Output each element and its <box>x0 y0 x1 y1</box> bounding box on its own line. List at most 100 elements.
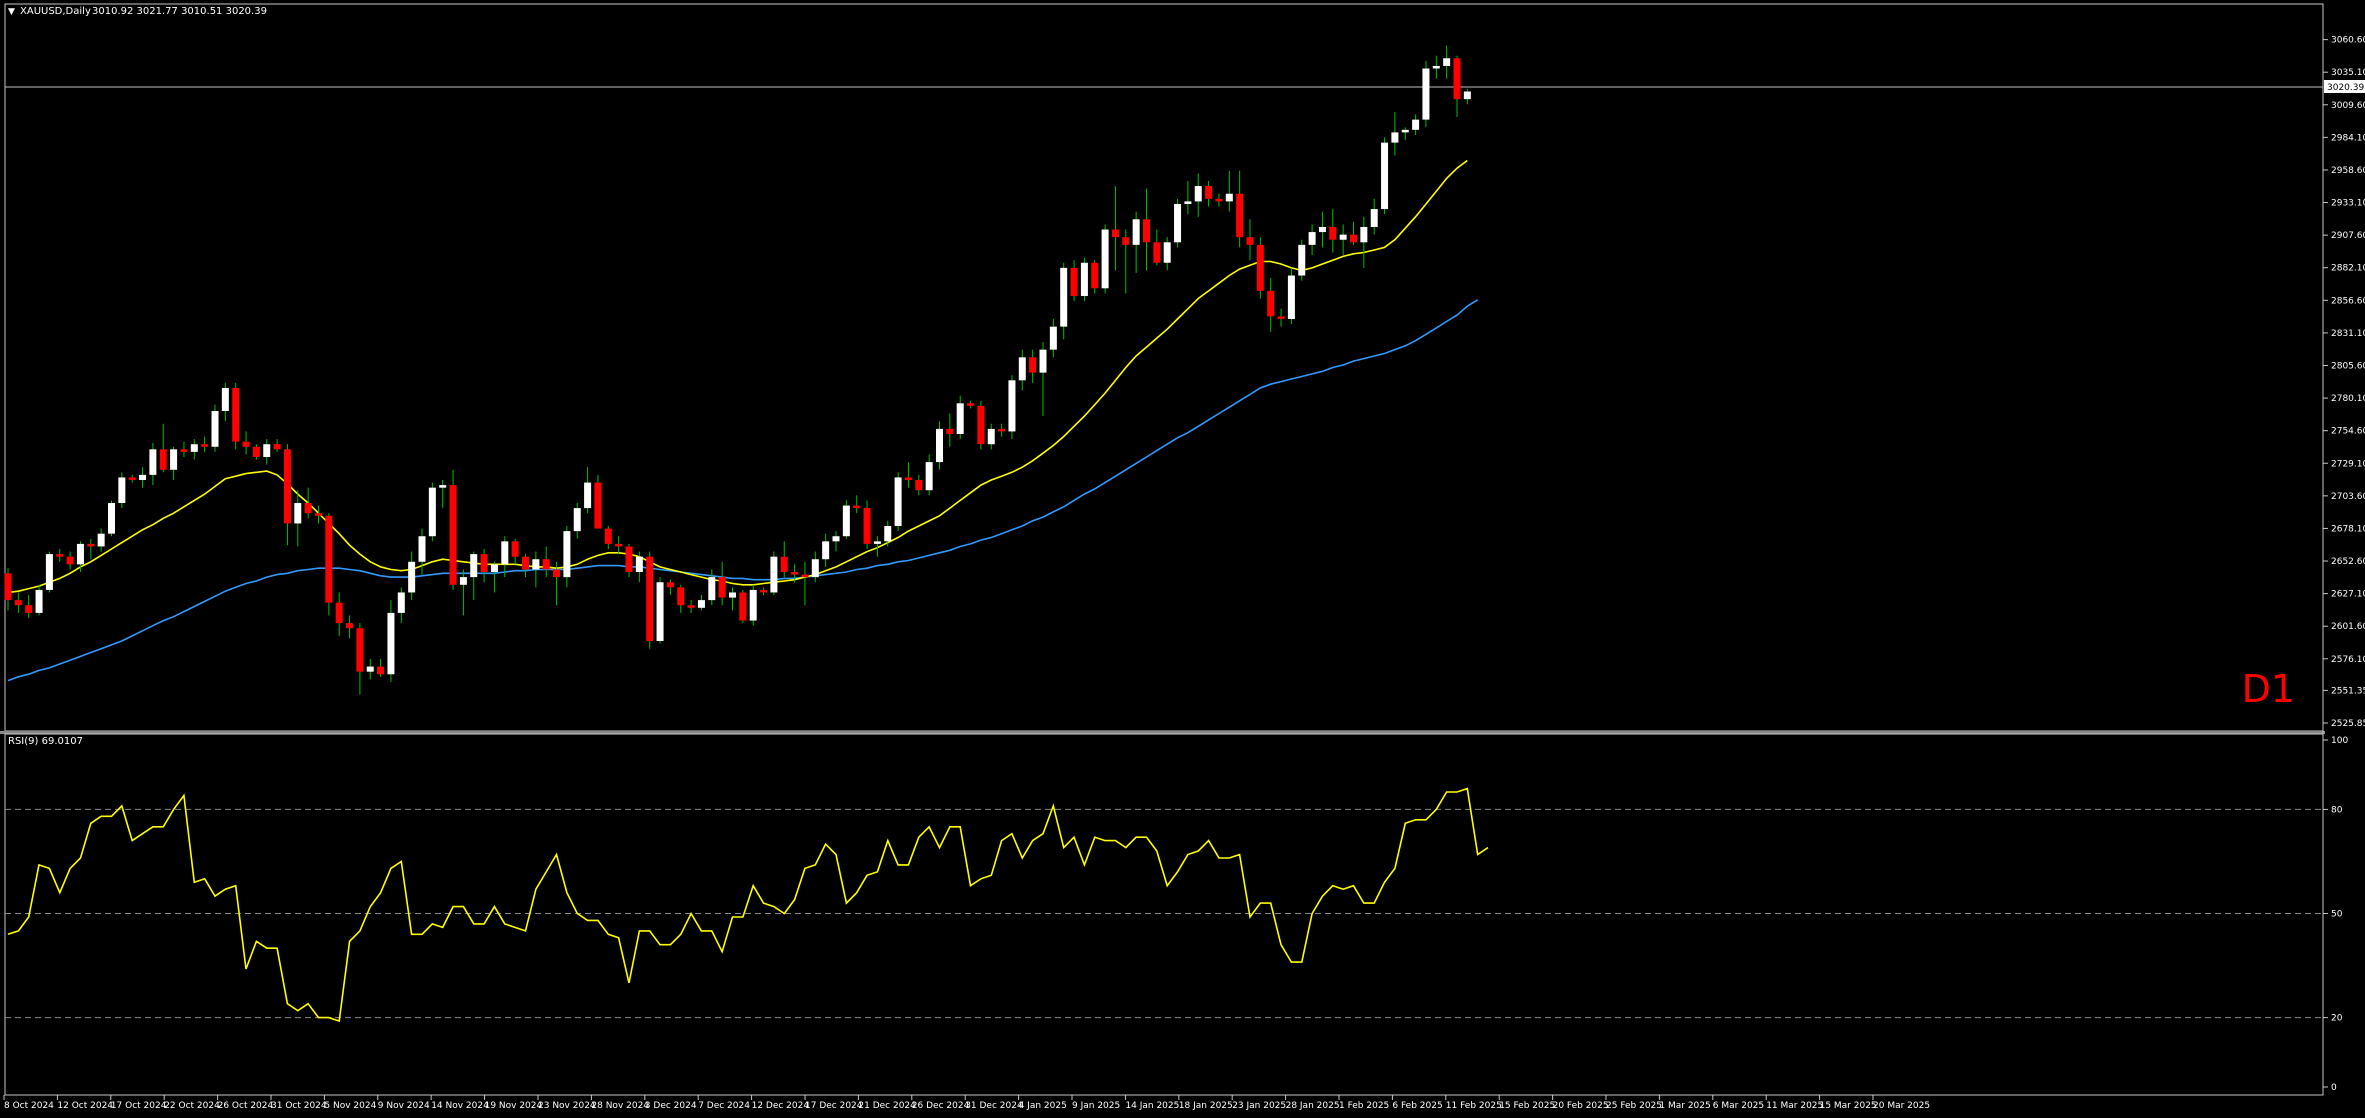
candle-body <box>459 577 467 585</box>
candle <box>1463 88 1471 105</box>
rsi-tick-label: 80 <box>2331 805 2343 815</box>
candle <box>408 551 416 601</box>
candle-body <box>1101 229 1109 289</box>
candle <box>1453 55 1461 118</box>
rsi-tick-label: 100 <box>2331 736 2348 746</box>
candle-body <box>1339 234 1347 240</box>
candle-body <box>263 444 271 457</box>
time-tick-label: 11 Feb 2025 <box>1446 1101 1502 1111</box>
time-tick-label: 15 Feb 2025 <box>1499 1101 1555 1111</box>
ma-slow-path <box>7 299 1479 682</box>
candle-body <box>718 577 726 598</box>
candle <box>1370 198 1378 235</box>
candle-body <box>128 477 136 480</box>
candle <box>1153 229 1161 266</box>
candle <box>1246 219 1254 261</box>
candle-body <box>4 573 12 601</box>
candle-body <box>159 449 167 470</box>
candle <box>1339 224 1347 256</box>
candle <box>832 531 840 552</box>
time-tick-label: 31 Dec 2024 <box>965 1101 1023 1111</box>
candle <box>770 551 778 596</box>
candle <box>118 472 126 509</box>
price-tick-label: 2907.60 <box>2331 231 2365 241</box>
price-axis: 3060.60 3035.10 3009.60 2984.10 2958.60 2933.… <box>2323 36 2365 729</box>
candle <box>211 404 219 452</box>
candle <box>853 495 861 514</box>
symbol-label: XAUUSD,Daily <box>20 6 91 17</box>
candle <box>418 528 426 575</box>
candle-body <box>666 582 674 588</box>
candle <box>884 520 892 547</box>
candle <box>1174 198 1182 248</box>
candle <box>1215 193 1223 207</box>
candle <box>1412 114 1420 135</box>
candle <box>1101 224 1109 294</box>
time-tick-label: 23 Nov 2024 <box>538 1101 596 1111</box>
time-tick-label: 22 Oct 2024 <box>164 1101 220 1111</box>
candle-body <box>863 508 871 544</box>
candle-body <box>739 592 747 621</box>
candle <box>739 589 747 624</box>
candle-body <box>304 503 312 514</box>
time-tick-label: 17 Oct 2024 <box>111 1101 167 1111</box>
price-tick-label: 2805.60 <box>2331 361 2365 371</box>
candle-body <box>1381 142 1389 210</box>
candle <box>749 584 757 626</box>
time-tick-label: 15 Mar 2025 <box>1820 1101 1877 1111</box>
time-tick-label: 20 Mar 2025 <box>1873 1101 1930 1111</box>
time-tick-label: 28 Jan 2025 <box>1286 1101 1340 1111</box>
time-tick-label: 5 Nov 2024 <box>324 1101 376 1111</box>
time-tick-label: 18 Jan 2025 <box>1179 1101 1233 1111</box>
chart-dropdown-icon[interactable]: ▼ <box>8 7 15 17</box>
candle <box>335 592 343 636</box>
candle <box>1184 180 1192 215</box>
candle-body <box>884 526 892 542</box>
candle-body <box>1401 129 1409 133</box>
candle <box>687 600 695 613</box>
candle <box>956 395 964 440</box>
candle-body <box>1018 357 1026 381</box>
candle-body <box>522 556 529 570</box>
candle <box>159 423 167 473</box>
candle <box>904 462 912 488</box>
candle-body <box>1039 349 1047 373</box>
candle <box>842 500 850 539</box>
candle <box>97 528 105 552</box>
time-tick-label: 12 Dec 2024 <box>752 1101 810 1111</box>
candle <box>532 551 540 588</box>
time-tick-label: 20 Feb 2025 <box>1553 1101 1609 1111</box>
candle-body <box>1049 326 1057 350</box>
candle <box>263 439 271 465</box>
candle <box>87 538 95 560</box>
pane-divider[interactable] <box>0 731 2325 734</box>
candle <box>439 479 447 509</box>
candle <box>1111 186 1119 271</box>
candle-body <box>470 554 478 578</box>
candle-body <box>315 513 322 516</box>
candle-body <box>1091 262 1099 289</box>
candle <box>1070 260 1078 302</box>
candle-body <box>749 589 757 621</box>
candle-body <box>252 446 260 457</box>
candle-body <box>1080 262 1088 296</box>
candle-body <box>573 508 581 532</box>
candle <box>615 536 623 555</box>
price-tick-label: 2856.60 <box>2331 296 2365 306</box>
candle-body <box>1132 219 1140 245</box>
candle-body <box>211 410 219 447</box>
candle <box>480 549 488 583</box>
current-price-label: 3020.39 <box>2327 83 2364 93</box>
candle-body <box>1174 203 1182 243</box>
candle-body <box>1391 132 1399 143</box>
candle <box>76 541 84 573</box>
candle <box>811 551 819 583</box>
candle <box>573 503 581 539</box>
candle-body <box>366 666 374 672</box>
candle-body <box>1060 267 1068 327</box>
candle <box>1308 224 1316 256</box>
candle-body <box>625 546 633 573</box>
price-tick-label: 2525.85 <box>2331 719 2365 729</box>
ma-slow-line <box>7 299 1479 682</box>
candle-body <box>1453 58 1461 100</box>
